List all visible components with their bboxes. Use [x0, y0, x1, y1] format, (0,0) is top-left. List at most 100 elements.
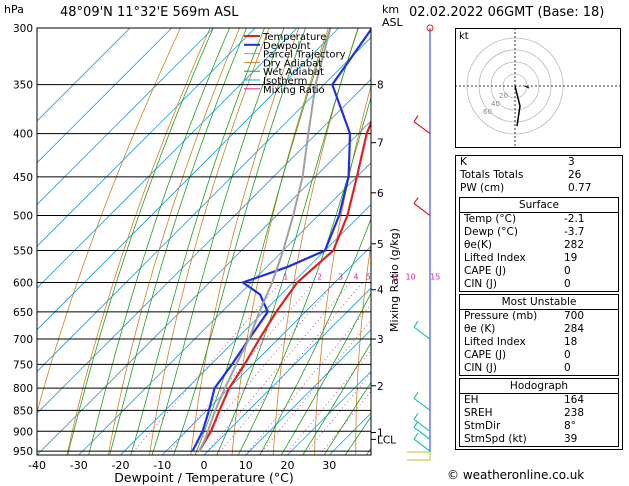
- pressure-tick-label: 450: [13, 172, 33, 184]
- surface-value: -2.1: [564, 213, 585, 225]
- dry-adiabat-line: [355, 241, 371, 455]
- pw-label: PW (cm): [460, 182, 505, 194]
- km-tick-label: 8: [377, 80, 384, 92]
- surface-row: CAPE (J) 0: [460, 265, 618, 278]
- most-unstable-label: Lifted Index: [464, 336, 526, 348]
- surface-wind-marker: [407, 451, 431, 461]
- mixing-ratio-value-label: 2: [317, 272, 322, 281]
- dry-adiabat-line: [396, 28, 440, 455]
- wind-barb-flag: [413, 391, 419, 399]
- hodograph-title: Hodograph: [460, 379, 618, 394]
- dry-adiabat-line: [107, 28, 240, 455]
- k-index-value: 3: [568, 156, 575, 168]
- wind-barb-flag: [413, 197, 419, 204]
- hodograph-ring-label: 40: [491, 100, 500, 108]
- legend-label: Parcel Trajectory: [263, 50, 346, 61]
- pressure-tick-label: 750: [13, 359, 33, 371]
- skewt-chart: hPa3003504004505005506006507007508008509…: [4, 3, 440, 485]
- most-unstable-row: CAPE (J) 0: [460, 349, 618, 362]
- most-unstable-title: Most Unstable: [460, 295, 618, 310]
- legend-label: Wet Adiabat: [263, 67, 324, 78]
- wind-barb: [413, 426, 431, 440]
- pressure-tick-label: 950: [13, 446, 33, 458]
- k-index-label: K: [460, 156, 467, 168]
- km-unit-label: km: [382, 3, 399, 16]
- isotherm-line: [37, 28, 340, 331]
- surface-row: CIN (J) 0: [460, 278, 618, 291]
- temp-tick-label: 30: [322, 459, 336, 472]
- mixing-ratio-axis-label: Mixing Ratio (g/kg): [388, 228, 401, 332]
- temperature-series: [198, 120, 371, 452]
- wind-barb: [413, 397, 431, 411]
- plot-area: [37, 28, 440, 455]
- hodograph-storm-motion: [524, 85, 530, 89]
- surface-value: 19: [564, 252, 578, 264]
- mixing-ratio-line: [203, 282, 351, 455]
- plot-frame: [36, 27, 372, 456]
- temp-tick-label: -40: [28, 459, 46, 472]
- most-unstable-value: 0: [564, 349, 571, 361]
- isotherm-line: [78, 162, 371, 455]
- isotherm-line: [120, 203, 371, 455]
- surface-row: Temp (°C) -2.1: [460, 213, 618, 226]
- hodograph-row: SREH 238: [460, 407, 618, 420]
- legend-label: Dry Adiabat: [263, 58, 322, 69]
- mixing-ratio-value-label: 5: [366, 272, 371, 281]
- hodograph-label: EH: [464, 394, 479, 406]
- mixing-ratio-value-label: 4: [353, 272, 358, 281]
- pw-value: 0.77: [568, 182, 592, 194]
- mixing-ratio-value-label: 3: [338, 272, 343, 281]
- isotherm-line: [37, 36, 371, 373]
- hodograph-value: 8°: [564, 420, 576, 432]
- pressure-tick-label: 300: [13, 23, 33, 35]
- pressure-tick-label: 650: [13, 307, 33, 319]
- pressure-tick-label: 850: [13, 405, 33, 417]
- isotherm-line: [37, 28, 173, 164]
- temp-tick-label: -20: [112, 459, 130, 472]
- hodograph-value: 238: [564, 407, 585, 419]
- mixing-ratio-value-label: 15: [430, 272, 440, 281]
- most-unstable-value: 284: [564, 323, 585, 335]
- dry-adiabat-line: [66, 28, 211, 455]
- wind-barb-flag: [413, 412, 419, 420]
- hodograph-unit-label: kt: [459, 31, 469, 42]
- footer-credit: © weatheronline.co.uk: [447, 468, 585, 482]
- mixing-ratio-line: [304, 372, 371, 455]
- most-unstable-row: Lifted Index 18: [460, 336, 618, 349]
- hodograph-label: StmDir: [464, 420, 501, 432]
- km-tick-label: 6: [377, 188, 384, 200]
- hodograph-label: StmSpd (kt): [464, 433, 527, 445]
- isotherm-line: [37, 120, 371, 455]
- datetime-title: 02.02.2022 06GMT (Base: 18): [409, 5, 605, 20]
- x-axis-label: Dewpoint / Temperature (°C): [114, 470, 293, 485]
- temp-tick-label: 0: [201, 459, 208, 472]
- surface-label: CIN (J): [464, 278, 497, 290]
- temp-tick-label: 20: [281, 459, 295, 472]
- surface-row: Lifted Index 19: [460, 252, 618, 265]
- legend-label: Isotherm: [263, 76, 307, 87]
- dewpoint-series: [191, 28, 371, 452]
- mixing-ratio-value-label: 1: [283, 272, 288, 281]
- hodograph-frame: [455, 28, 621, 148]
- totals-value: 26: [568, 169, 582, 181]
- surface-value: 0: [564, 265, 571, 277]
- surface-value: -3.7: [564, 226, 585, 238]
- dry-adiabat-line: [435, 28, 440, 455]
- legend-label: Temperature: [262, 32, 326, 43]
- most-unstable-value: 700: [564, 310, 585, 322]
- surface-label: Dewp (°C): [464, 226, 518, 238]
- pressure-tick-label: 600: [13, 277, 33, 289]
- surface-label: θe(K): [464, 239, 492, 251]
- pressure-tick-label: 500: [13, 211, 33, 223]
- hodograph-value: 39: [564, 433, 578, 445]
- isotherm-line: [328, 412, 371, 455]
- surface-row: Dewp (°C) -3.7: [460, 226, 618, 239]
- hodograph-value: 164: [564, 394, 585, 406]
- wind-barb: [413, 438, 431, 452]
- km-tick-label: 3: [377, 334, 384, 346]
- wind-top-marker: [426, 24, 434, 32]
- mixing-ratio-line: [130, 282, 281, 455]
- most-unstable-row: Pressure (mb) 700: [460, 310, 618, 323]
- pressure-tick-label: 550: [13, 246, 33, 258]
